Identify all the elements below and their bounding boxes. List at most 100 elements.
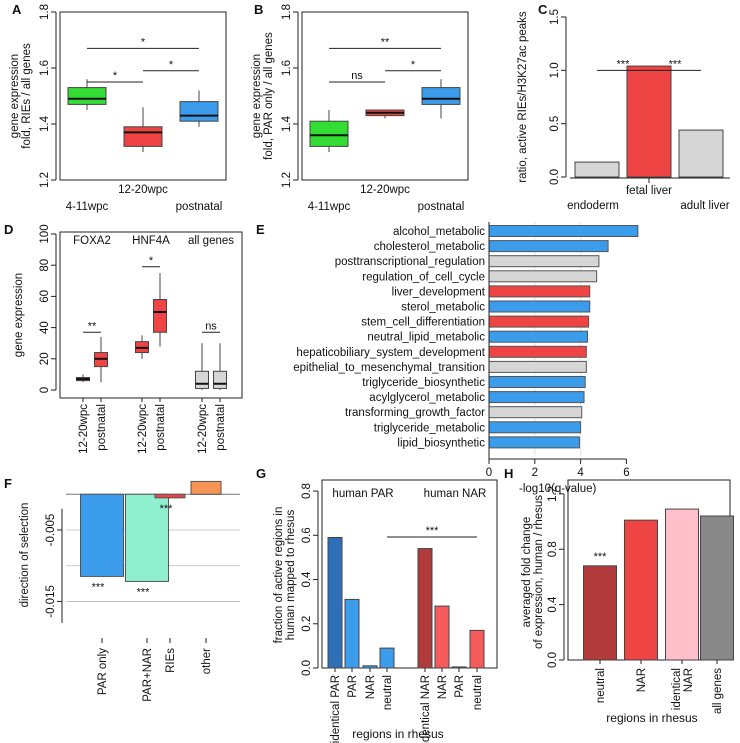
panel-e-bar — [488, 225, 639, 237]
panel-d-frame — [59, 231, 243, 399]
panel-e-bar — [488, 436, 580, 449]
panel-b-xlabel: postnatal — [418, 201, 465, 213]
panel-a-xlabel: 4-11wpc — [66, 201, 109, 213]
panel-e-xtick-label: 4 — [577, 467, 584, 479]
panel-b-sig-label: ns — [351, 70, 363, 82]
panel-c-ylabel: ratio, active RIEs/H3K27ac peaks — [517, 11, 529, 183]
panel-e-bar — [488, 421, 582, 434]
panel-h-xlabel: all genes — [712, 668, 724, 714]
panel-h-xlabel: identical — [671, 668, 683, 710]
panel-d-ytick-label: 20 — [39, 352, 51, 365]
panel-g-sig-label: *** — [426, 525, 440, 537]
panel-h-bar — [583, 565, 617, 661]
panel-b-frame — [301, 11, 469, 181]
panel-g-ytick-label: 0.2 — [301, 616, 313, 632]
panel-e-bar — [488, 376, 586, 388]
panel-d-ylabel: gene expression — [13, 273, 25, 357]
panel-b-ytick-label: 1.4 — [281, 115, 293, 132]
panel-e-category-label: alcohol_metabolic — [393, 226, 485, 238]
panel-c-xlabel: adult liver — [680, 200, 729, 212]
panel-h-xlabel: NAR — [683, 668, 695, 692]
panel-f-ylabel: direction of selection — [19, 503, 31, 608]
panel-f-xlabel: other — [201, 648, 213, 674]
panel-a-ytick-label: 1.6 — [39, 60, 51, 76]
panel-d-xlabel: 12-20wpc — [78, 404, 90, 454]
panel-d-group-label: HNF4A — [132, 235, 170, 247]
panel-e-xlabel: -log10(q-value) — [519, 483, 597, 495]
panel-d-xlabel: 12-20wpc — [197, 404, 209, 454]
panel-f-ytick-label: -0.005 — [45, 514, 57, 547]
panel-d-xlabel: postnatal — [215, 404, 227, 451]
panel-h-bar — [665, 508, 699, 661]
panel-e-bar — [488, 345, 587, 358]
panel-g-xlabel: neutral — [382, 675, 394, 710]
panel-e-bar — [488, 285, 591, 298]
panel-f-xlabel: RIEs — [165, 648, 177, 673]
panel-d-box-box — [153, 299, 167, 333]
panel-c-sig-label: *** — [617, 58, 631, 70]
panel-f-bar — [154, 493, 186, 499]
panel-g-xlabel: neutral — [472, 675, 484, 710]
panel-g-xlabel: identical PAR — [330, 675, 342, 743]
panel-e-category-label: transforming_growth_factor — [345, 407, 485, 419]
panel-d-ytick-label: 40 — [39, 321, 51, 334]
panel-g-xlabel: identical NAR — [420, 675, 432, 743]
panel-d-sig-label: * — [149, 255, 154, 267]
panel-c-ytick-label: 0.5 — [549, 116, 561, 132]
panel-label-H: H — [504, 466, 513, 481]
panel-g-frame — [321, 479, 498, 669]
panel-d-sig-label: ** — [88, 320, 97, 332]
panel-f-bar — [125, 493, 169, 582]
panel-e-category-label: neutral_lipid_metabolic — [367, 332, 485, 344]
panel-a-sig-label: * — [113, 70, 118, 82]
panel-h-ytick-label: 1.2 — [547, 486, 559, 502]
panel-g-ytick-label: 0.8 — [301, 483, 313, 499]
panel-g-bar — [451, 666, 467, 669]
panel-e-bar — [488, 360, 587, 373]
panel-e-category-label: triglyceride_metabolic — [374, 422, 485, 434]
panel-g-bar — [469, 629, 485, 669]
panel-f-ytick-label: -0.015 — [45, 585, 57, 618]
panel-a-box-postnatal-box — [179, 101, 219, 122]
panel-e-bar — [488, 406, 583, 419]
panel-d-ytick-label: 60 — [39, 290, 51, 303]
panel-e-category-label: sterol_metabolic — [401, 302, 485, 314]
panel-g-bar — [344, 598, 360, 669]
panel-label-A: A — [12, 2, 22, 17]
panel-label-D: D — [4, 222, 13, 237]
panel-g-xlabel: PAR — [347, 675, 359, 698]
panel-a-xlabel: 12-20wpc — [118, 184, 168, 196]
panel-g-ytick-label: 0.6 — [301, 527, 313, 543]
panel-g-xlabel: NAR — [437, 675, 449, 699]
panel-e-category-label: cholesterol_metabolic — [374, 241, 485, 253]
panel-d-ytick-label: 80 — [39, 259, 51, 272]
panel-g-ytick-label: 0.0 — [301, 660, 313, 676]
panel-g-bar — [327, 537, 343, 669]
panel-c-ytick-label: 1.0 — [549, 62, 561, 78]
panel-f-star: *** — [92, 581, 106, 593]
panel-label-C: C — [538, 2, 548, 17]
panel-a-sig-label: * — [169, 59, 174, 71]
panel-f-xlabel: PAR+NAR — [142, 648, 154, 702]
panel-a-ytick-label: 1.8 — [39, 4, 51, 20]
panel-h-ylabel: of expression, human / rhesus — [533, 495, 545, 649]
panel-b-ytick-label: 1.8 — [281, 4, 293, 20]
panel-f-bar — [190, 480, 222, 495]
panel-b-sig-label: ** — [381, 36, 390, 48]
panel-g-ytick-label: 0.4 — [301, 571, 313, 588]
panel-h-xlabel: neutral — [595, 668, 607, 703]
panel-d-xlabel: postnatal — [155, 404, 167, 451]
panel-h-xlabel: NAR — [636, 668, 648, 692]
panel-e-category-label: lipid_biosynthetic — [397, 437, 485, 449]
panel-e-bar — [488, 391, 585, 404]
panel-b-ylabel: gene expression — [251, 54, 263, 138]
panel-e-xtick-label: 0 — [486, 467, 492, 479]
panel-e-category-label: posttranscriptional_regulation — [335, 256, 485, 268]
panel-f-star: *** — [160, 503, 174, 515]
panel-label-G: G — [256, 466, 266, 481]
panel-label-B: B — [254, 2, 263, 17]
panel-d-group-label: all genes — [188, 235, 234, 247]
panel-e-bar — [488, 240, 609, 253]
panel-g-group-label: human PAR — [332, 488, 393, 500]
panel-b-box-postnatal-box — [421, 87, 461, 105]
